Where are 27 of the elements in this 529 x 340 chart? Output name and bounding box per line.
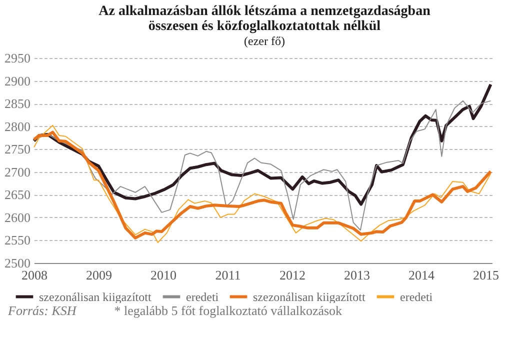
- y-tick-label: 2800: [4, 118, 30, 134]
- y-tick-label: 2900: [4, 73, 30, 88]
- y-tick-label: 2650: [4, 187, 30, 202]
- y-tick-label: 2600: [4, 210, 30, 225]
- x-tick-label: 2012: [280, 268, 306, 282]
- y-tick-label: 2500: [4, 256, 30, 270]
- y-tick-label: 2750: [4, 142, 30, 157]
- x-tick-label: 2014: [408, 268, 436, 282]
- text: Forrás: KSH: [8, 303, 76, 319]
- y-tick-label: 2950: [4, 50, 30, 66]
- chart-subtitle: (ezer fő): [243, 34, 286, 48]
- y-tick-label: 2700: [4, 164, 30, 180]
- x-tick-label: 2009: [86, 268, 112, 282]
- y-tick-label: 2550: [4, 232, 30, 248]
- x-tick-label: 2010: [150, 268, 177, 282]
- chart-title: Az alkalmazásban állók létszáma a nemzetgazdaságban összesen és közfoglalkoztatottak nélkül: [98, 4, 432, 34]
- x-tick-label: 2015: [473, 268, 500, 282]
- x-tick-label: 2008: [22, 268, 48, 282]
- legend-label: eredeti: [400, 290, 434, 304]
- x-tick-label: 2013: [344, 268, 370, 282]
- x-tick-label: 2011: [215, 268, 241, 282]
- text: * legalább 5 főt foglalkoztató vállalkozások: [114, 303, 342, 319]
- y-tick-label: 2850: [4, 96, 30, 112]
- legend-label: szezonálisan kiigazított: [253, 290, 366, 304]
- legend-label: eredeti: [186, 290, 220, 304]
- legend-label: szezonálisan kiigazított: [39, 290, 152, 304]
- line-series: [34, 100, 492, 231]
